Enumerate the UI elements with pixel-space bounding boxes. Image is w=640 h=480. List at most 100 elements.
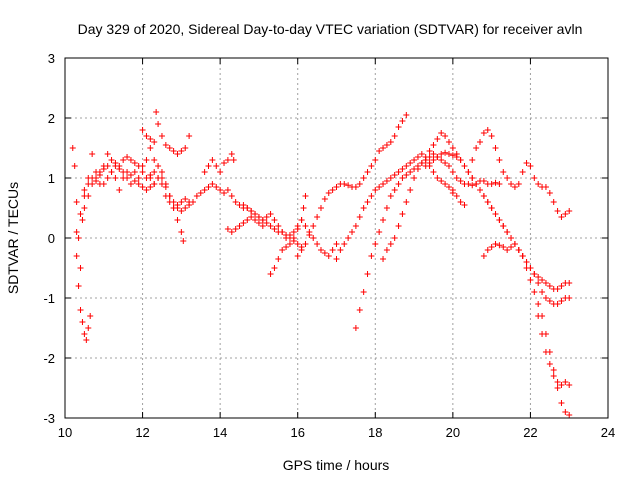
data-point [542, 295, 549, 301]
series-track-7 [201, 151, 237, 175]
data-point [230, 157, 237, 163]
series-track-13 [352, 151, 503, 331]
series-track-15 [422, 149, 573, 292]
data-point [325, 253, 332, 259]
data-point [166, 193, 173, 199]
data-point [558, 382, 565, 388]
data-point [263, 220, 270, 226]
data-point [224, 157, 231, 163]
data-point [566, 412, 573, 418]
data-point [155, 163, 162, 169]
data-point [527, 265, 534, 271]
data-point [457, 178, 464, 184]
data-point [127, 172, 134, 178]
data-point [535, 313, 542, 319]
data-point [368, 163, 375, 169]
data-point [519, 253, 526, 259]
data-point [438, 178, 445, 184]
series-track-6 [147, 145, 187, 244]
data-point [182, 205, 189, 211]
data-point [147, 184, 154, 190]
data-point [193, 193, 200, 199]
data-point [120, 157, 127, 163]
data-point [356, 214, 363, 220]
x-tick-label: 12 [135, 425, 149, 440]
data-point [205, 184, 212, 190]
data-point [244, 217, 251, 223]
data-point [558, 400, 565, 406]
data-point [511, 241, 518, 247]
data-point [310, 235, 317, 241]
data-point [143, 175, 150, 181]
data-point [380, 145, 387, 151]
data-point [155, 121, 162, 127]
data-point [542, 280, 549, 286]
data-point [395, 223, 402, 229]
data-point [166, 145, 173, 151]
data-point [333, 241, 340, 247]
data-point [201, 169, 208, 175]
data-point [546, 298, 553, 304]
data-point [209, 181, 216, 187]
data-point [445, 184, 452, 190]
data-point [492, 241, 499, 247]
data-point [531, 289, 538, 295]
data-point [77, 265, 84, 271]
data-point [228, 229, 235, 235]
data-point [127, 181, 134, 187]
data-point [488, 244, 495, 250]
x-tick-label: 16 [290, 425, 304, 440]
data-point [360, 175, 367, 181]
data-point [426, 148, 433, 154]
data-point [143, 133, 150, 139]
data-point [539, 289, 546, 295]
data-point [300, 205, 307, 211]
data-point [139, 127, 146, 133]
data-point [290, 229, 297, 235]
data-point [143, 157, 150, 163]
x-tick-label: 24 [601, 425, 615, 440]
data-point [314, 241, 321, 247]
data-point [341, 241, 348, 247]
data-point [539, 331, 546, 337]
data-point [240, 202, 247, 208]
data-point [310, 223, 317, 229]
data-point [81, 187, 88, 193]
data-point [162, 142, 169, 148]
data-point [535, 274, 542, 280]
data-point [546, 190, 553, 196]
data-point [279, 229, 286, 235]
data-point [430, 151, 437, 157]
data-point [477, 187, 484, 193]
data-point [492, 179, 499, 186]
data-point [224, 187, 231, 193]
data-point [294, 241, 301, 247]
data-point [550, 367, 557, 373]
data-point [197, 190, 204, 196]
data-point [232, 226, 239, 232]
data-point [352, 184, 359, 190]
data-point [391, 187, 398, 193]
data-point [286, 241, 293, 247]
data-point [546, 361, 553, 367]
data-point [329, 187, 336, 193]
data-point [139, 169, 146, 175]
data-point [93, 175, 100, 181]
data-point [380, 256, 387, 262]
data-point [445, 139, 452, 145]
data-point [135, 181, 142, 187]
data-point [403, 112, 410, 118]
data-point [283, 235, 290, 241]
x-tick-label: 14 [213, 425, 227, 440]
data-point [500, 169, 507, 175]
data-point [174, 217, 181, 223]
y-tick-label: -2 [43, 351, 55, 366]
data-point [422, 163, 429, 169]
y-tick-label: -3 [43, 411, 55, 426]
data-point [221, 190, 228, 196]
data-point [298, 247, 305, 253]
data-point [445, 151, 452, 157]
data-point [345, 235, 352, 241]
data-point [391, 235, 398, 241]
